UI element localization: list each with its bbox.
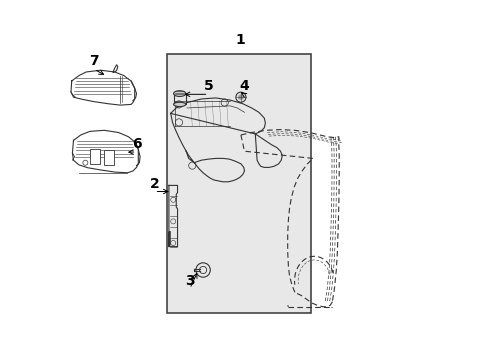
Circle shape [238, 95, 243, 100]
Text: 6: 6 [131, 137, 141, 151]
Ellipse shape [173, 91, 185, 96]
Text: 1: 1 [234, 33, 244, 46]
Bar [104, 150, 114, 165]
Text: 4: 4 [239, 80, 248, 93]
Text: 5: 5 [203, 80, 213, 93]
Bar [90, 149, 101, 164]
Text: 2: 2 [149, 177, 159, 190]
Text: 7: 7 [89, 54, 99, 68]
Ellipse shape [173, 102, 185, 107]
Bar [167, 54, 310, 313]
Text: 3: 3 [184, 274, 194, 288]
